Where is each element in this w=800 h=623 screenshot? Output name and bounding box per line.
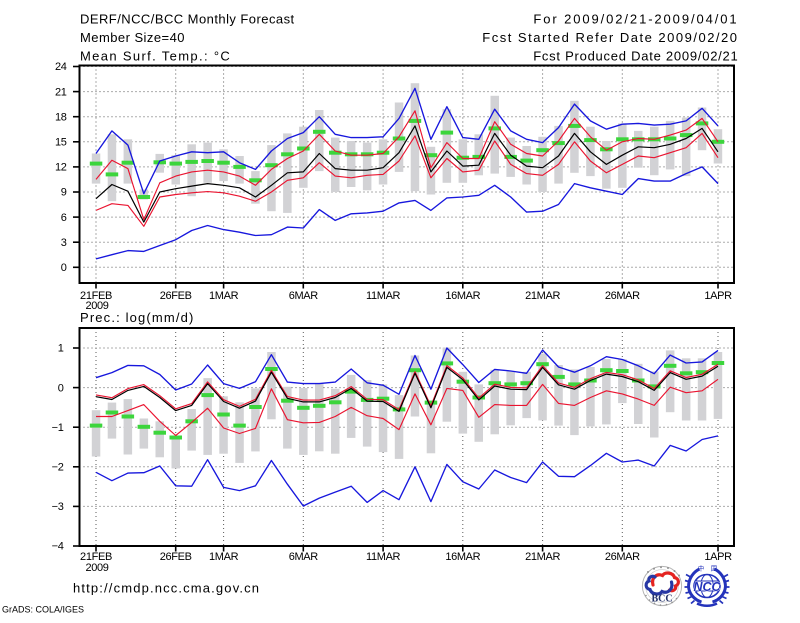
- svg-text:9: 9: [61, 187, 67, 199]
- svg-text:26MAR: 26MAR: [605, 290, 640, 302]
- svg-text:Mean Surf. Temp.: °C: Mean Surf. Temp.: °C: [80, 49, 231, 64]
- svg-text:BCC: BCC: [651, 594, 672, 605]
- svg-text:0: 0: [61, 262, 67, 274]
- svg-text:1: 1: [58, 343, 64, 355]
- svg-text:GrADS: COLA/IGES: GrADS: COLA/IGES: [2, 605, 84, 615]
- svg-text:11MAR: 11MAR: [366, 551, 401, 563]
- svg-text:21MAR: 21MAR: [525, 290, 560, 302]
- svg-text:−1: −1: [52, 422, 64, 434]
- svg-text:18: 18: [55, 111, 67, 123]
- svg-text:21MAR: 21MAR: [525, 551, 560, 563]
- svg-text:2009: 2009: [85, 562, 108, 574]
- svg-text:NCC: NCC: [693, 580, 721, 594]
- svg-text:26FEB: 26FEB: [160, 290, 192, 302]
- svg-text:Fcst Started Refer Date 2009/0: Fcst Started Refer Date 2009/02/20: [482, 30, 738, 45]
- svg-text:26MAR: 26MAR: [605, 551, 640, 563]
- svg-text:1MAR: 1MAR: [209, 290, 239, 302]
- svg-text:1APR: 1APR: [704, 551, 732, 563]
- svg-text:21FEB: 21FEB: [80, 551, 112, 563]
- svg-text:15: 15: [55, 137, 67, 149]
- svg-text:For 2009/02/21-2009/04/01: For 2009/02/21-2009/04/01: [533, 12, 738, 27]
- svg-text:Member Size=40: Member Size=40: [80, 30, 185, 45]
- svg-text:−4: −4: [52, 541, 64, 553]
- svg-text:16MAR: 16MAR: [445, 551, 480, 563]
- svg-text:16MAR: 16MAR: [445, 290, 480, 302]
- svg-text:6: 6: [61, 212, 67, 224]
- svg-text:6MAR: 6MAR: [289, 290, 319, 302]
- svg-text:3: 3: [61, 237, 67, 249]
- svg-text:0: 0: [58, 382, 64, 394]
- svg-text:11MAR: 11MAR: [366, 290, 401, 302]
- svg-text:−3: −3: [52, 501, 64, 513]
- svg-text:12: 12: [55, 162, 67, 174]
- svg-text:−2: −2: [52, 462, 64, 474]
- svg-text:http://cmdp.ncc.cma.gov.cn: http://cmdp.ncc.cma.gov.cn: [73, 581, 260, 596]
- svg-text:21: 21: [55, 86, 67, 98]
- svg-text:6MAR: 6MAR: [289, 551, 319, 563]
- svg-text:1APR: 1APR: [704, 290, 732, 302]
- svg-text:24: 24: [55, 61, 67, 73]
- svg-text:1MAR: 1MAR: [209, 551, 239, 563]
- svg-text:国: 国: [711, 565, 718, 573]
- svg-text:2009: 2009: [85, 300, 108, 312]
- svg-text:Prec.: log(mm/d): Prec.: log(mm/d): [80, 310, 194, 325]
- svg-text:21FEB: 21FEB: [80, 290, 112, 302]
- svg-text:DERF/NCC/BCC Monthly Forecast: DERF/NCC/BCC Monthly Forecast: [80, 12, 295, 27]
- svg-text:Fcst Produced Date 2009/02/21: Fcst Produced Date 2009/02/21: [533, 49, 738, 64]
- svg-text:中: 中: [698, 564, 705, 573]
- svg-text:26FEB: 26FEB: [160, 551, 192, 563]
